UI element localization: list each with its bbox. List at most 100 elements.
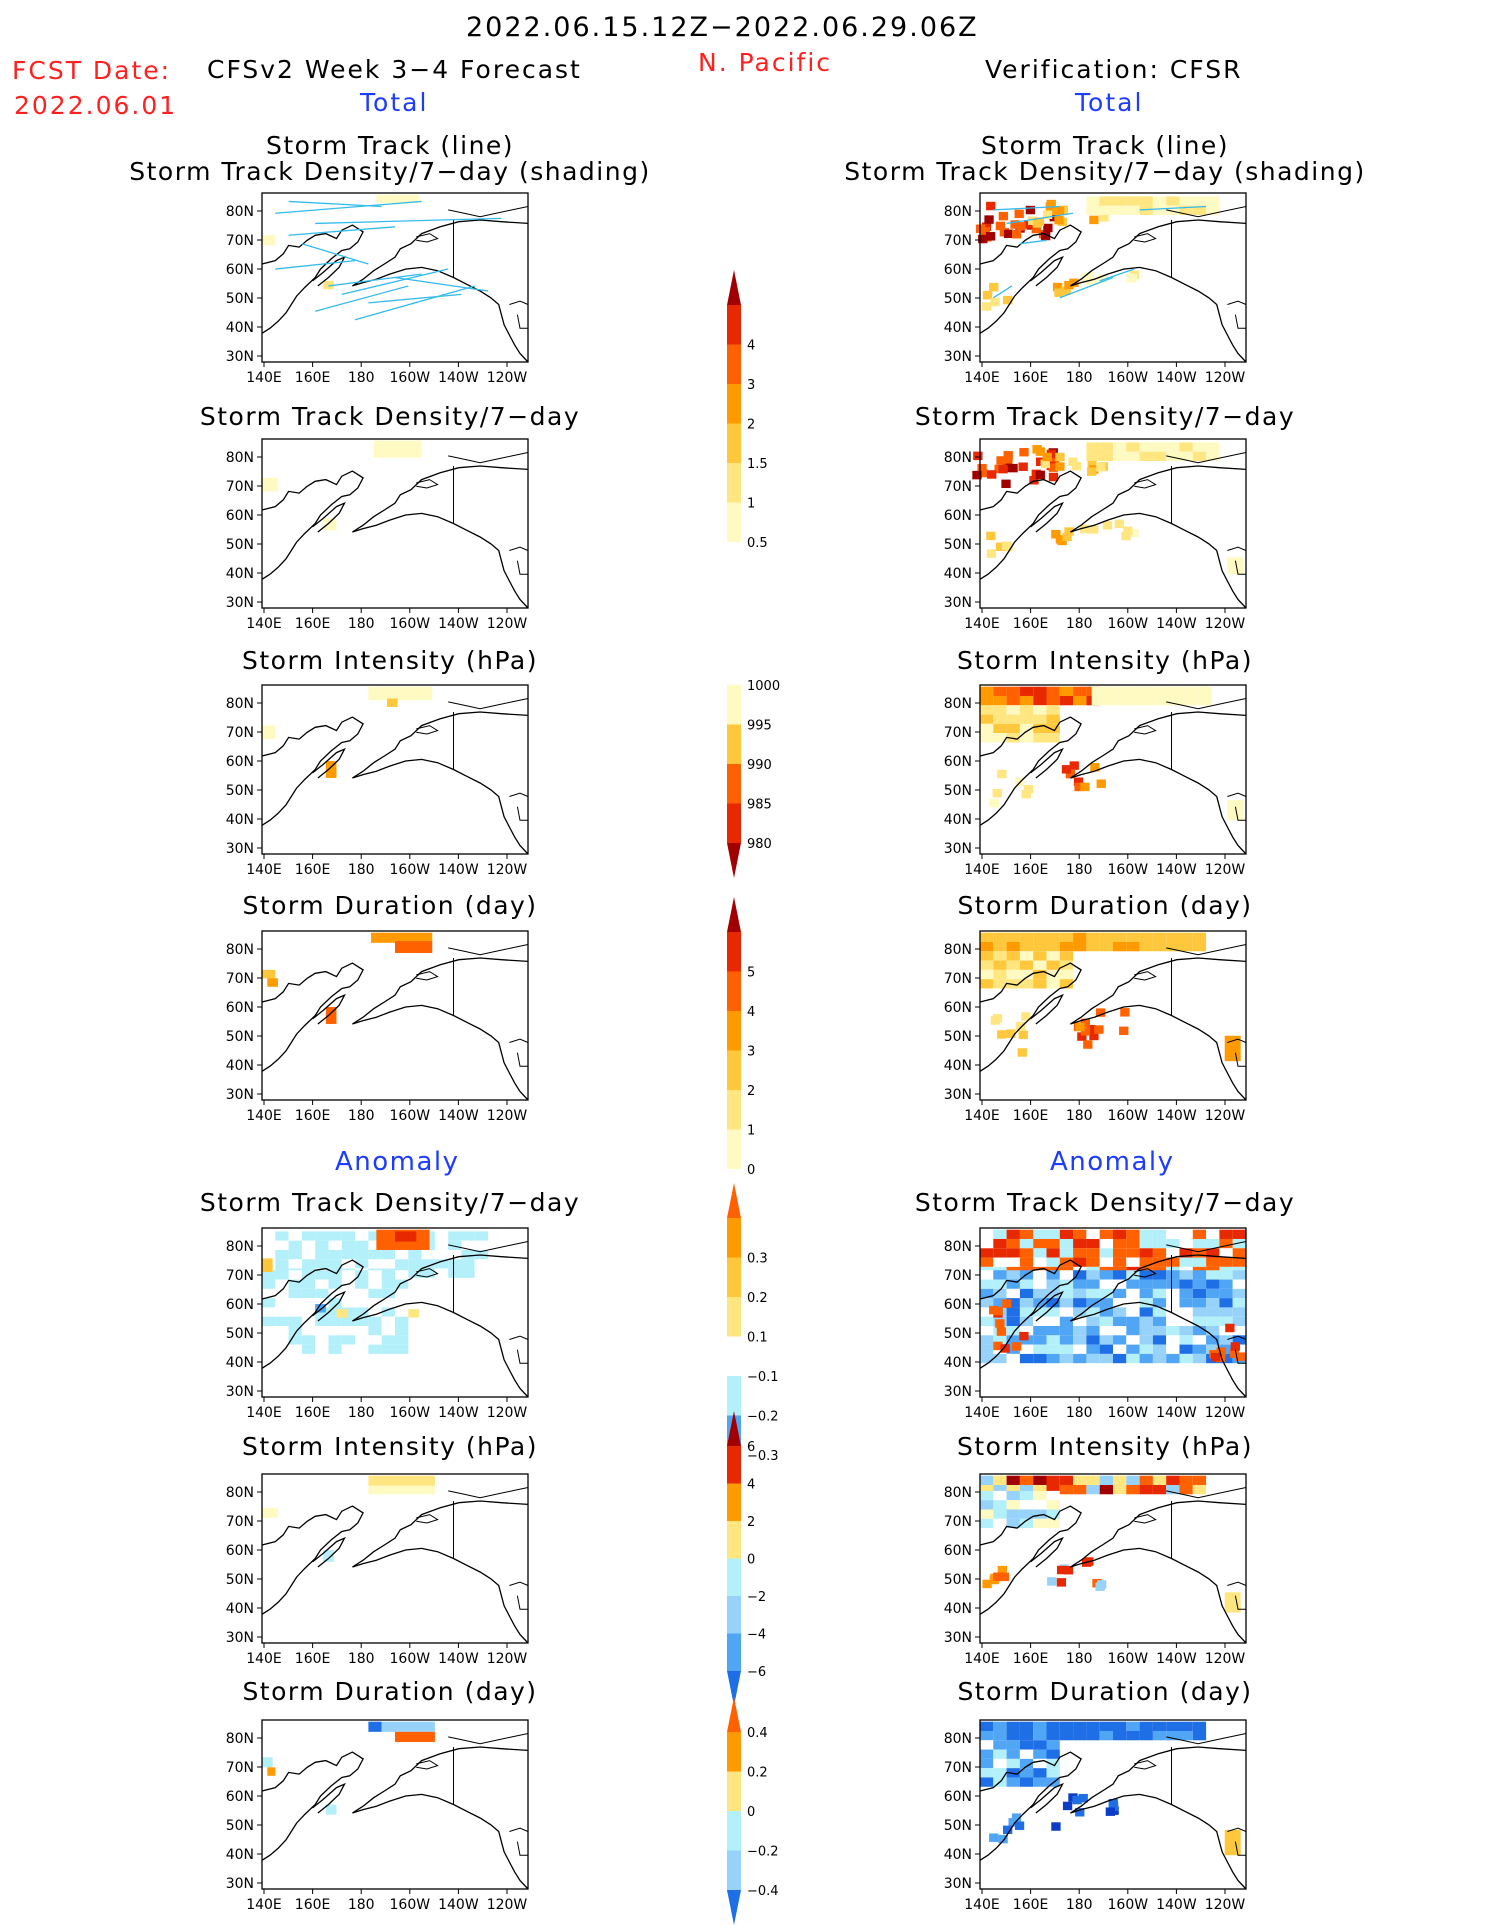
shaded-cell: [980, 1500, 994, 1510]
shaded-cell: [1179, 1721, 1193, 1731]
shaded-cell: [1152, 451, 1167, 461]
shaded-cell: [1219, 1353, 1233, 1364]
state-line: [516, 1595, 528, 1610]
left-intensity-title: Storm Intensity (hPa): [242, 646, 538, 675]
storm-track-line: [1006, 212, 1074, 225]
shaded-cell: [1046, 1768, 1060, 1778]
lon-tick-label: 120W: [487, 1108, 528, 1124]
border-line: [1227, 792, 1247, 797]
shaded-cell: [1071, 461, 1082, 471]
shaded-cell: [1073, 1316, 1087, 1327]
shaded-cell: [1073, 941, 1087, 952]
shaded-cell: [1089, 1031, 1099, 1041]
lon-tick-label: 120W: [1205, 1651, 1246, 1667]
shaded-cell: [1064, 280, 1074, 290]
shaded-cell: [1105, 1807, 1116, 1816]
shaded-cell: [1059, 1316, 1074, 1327]
shaded-cell: [1040, 459, 1050, 469]
shaded-cell: [993, 1475, 1007, 1485]
shaded-cell: [1113, 1248, 1127, 1258]
shaded-cell: [1152, 1484, 1167, 1495]
shaded-cell: [1080, 782, 1090, 792]
shaded-cell: [1232, 1335, 1246, 1345]
shaded-cell: [262, 1344, 276, 1354]
lon-tick-label: 180: [348, 1897, 375, 1913]
kamchatka-coastline: [312, 1536, 346, 1568]
shaded-cell: [368, 1307, 382, 1317]
shaded-cell: [1166, 442, 1180, 452]
shaded-cell: [1086, 1024, 1096, 1034]
shaded-cell: [275, 1270, 289, 1280]
lat-tick-label: 50N: [944, 1029, 972, 1045]
shaded-cell: [1114, 519, 1124, 529]
shaded-cell: [395, 1259, 409, 1269]
lat-tick-label: 40N: [226, 566, 254, 582]
shaded-cell: [993, 1740, 1007, 1750]
shaded-cell: [1033, 1316, 1047, 1327]
shaded-cell: [1011, 230, 1022, 239]
shaded-cell: [315, 1326, 329, 1336]
border-line: [509, 1038, 529, 1043]
lon-tick-label: 180: [348, 1651, 375, 1667]
shaded-cell: [1219, 1335, 1233, 1345]
lon-tick-label: 160E: [295, 370, 331, 386]
shaded-cell: [1144, 695, 1159, 706]
shaded-cell: [1033, 1248, 1047, 1258]
shaded-cell: [341, 1326, 356, 1336]
asia-coastline: [261, 470, 364, 580]
shaded-cell: [461, 1249, 475, 1260]
lat-tick-label: 50N: [226, 291, 254, 307]
shaded-cell: [1046, 733, 1060, 743]
shaded-cell: [1086, 1721, 1100, 1731]
lat-tick-label: 80N: [226, 942, 254, 958]
shaded-cell: [1014, 209, 1024, 219]
shaded-cell: [1033, 714, 1047, 724]
kamchatka-coastline: [1030, 993, 1064, 1025]
lat-tick-label: 80N: [944, 696, 972, 712]
colorbar-cell: [727, 1446, 741, 1484]
lon-tick-label: 140W: [1156, 1651, 1197, 1667]
shaded-cell: [980, 1749, 994, 1759]
shaded-cell: [288, 1259, 302, 1269]
shaded-cell: [381, 1279, 395, 1289]
shaded-cell: [1158, 695, 1172, 706]
total-label-right: Total: [1075, 88, 1144, 117]
shaded-cell: [990, 297, 1000, 307]
shaded-cell: [408, 1259, 422, 1269]
shaded-cell: [323, 280, 334, 290]
shaded-cell: [1091, 686, 1106, 696]
shaded-cell: [1035, 470, 1045, 480]
shaded-cell: [1046, 941, 1060, 952]
colorbar-label: −4: [747, 1628, 766, 1643]
asia-coastline: [261, 1505, 364, 1615]
shaded-cell: [1099, 1353, 1113, 1364]
lat-tick-label: 30N: [944, 349, 972, 365]
lat-tick-label: 40N: [226, 1058, 254, 1074]
shaded-cell: [1073, 1270, 1087, 1280]
left-density-panel: 80N 70N 60N 50N 40N 30N 140E 160E 180 160W 140W 120…: [226, 438, 529, 632]
arctic-coastline: [1166, 944, 1247, 956]
shaded-cell: [1019, 733, 1034, 743]
shaded-cell: [993, 1248, 1007, 1258]
shaded-cell: [1113, 1484, 1127, 1495]
lat-tick-label: 40N: [944, 1847, 972, 1863]
shaded-cell: [1126, 1344, 1140, 1354]
asia-coastline: [261, 224, 364, 334]
lat-tick-label: 50N: [944, 1572, 972, 1588]
shaded-cell: [1192, 1257, 1207, 1267]
lon-tick-label: 160W: [390, 616, 431, 632]
shaded-cell: [1073, 1279, 1087, 1289]
shaded-cell: [1046, 1500, 1060, 1510]
lon-tick-label: 140E: [964, 370, 1000, 386]
shaded-cell: [341, 1249, 356, 1260]
shaded-cell: [1232, 1257, 1246, 1267]
shaded-cell: [1219, 1248, 1233, 1258]
shaded-cell: [275, 1298, 289, 1308]
shaded-cell: [1198, 695, 1212, 706]
shaded-cell: [1139, 1248, 1153, 1258]
shaded-cell: [1086, 1229, 1100, 1239]
shaded-cell: [980, 1484, 994, 1495]
shaded-cell: [1033, 1344, 1047, 1354]
shaded-cell: [1179, 1238, 1193, 1249]
shaded-cell: [1099, 1475, 1113, 1485]
